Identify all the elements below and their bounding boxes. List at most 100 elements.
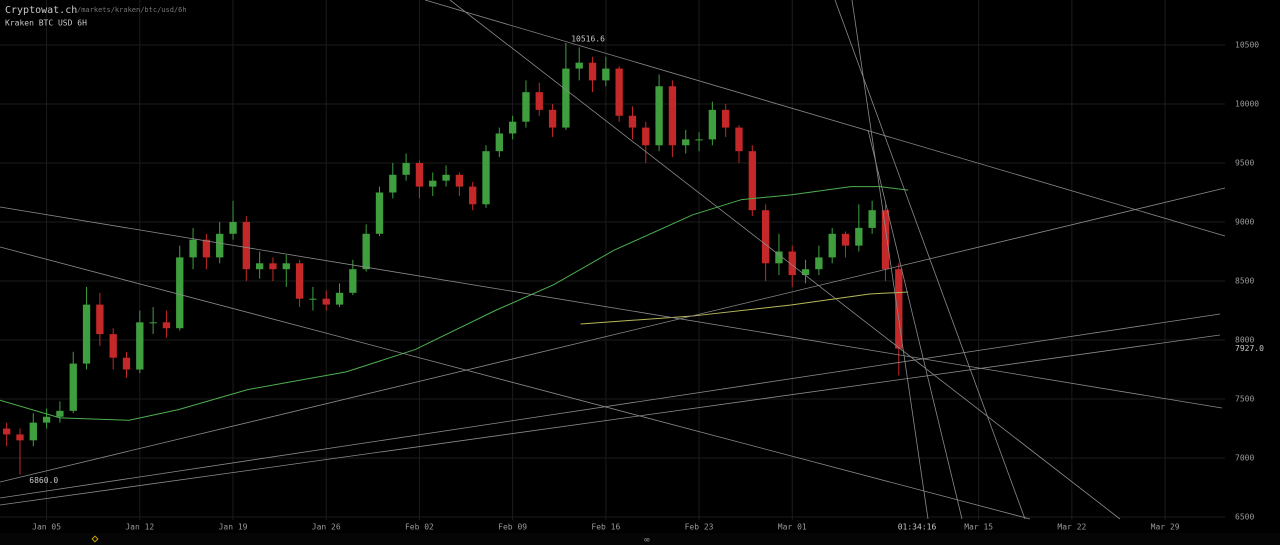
candle-body: [841, 233, 850, 246]
candle-body: [495, 133, 503, 152]
candle-body: [801, 269, 810, 276]
site-title: Cryptowat.ch: [5, 5, 77, 16]
range-icon[interactable]: ∞: [644, 536, 650, 545]
candle-body: [442, 174, 450, 181]
x-tick-label: Jan 26: [312, 523, 341, 532]
candle-body: [29, 422, 37, 441]
candle-body: [69, 363, 77, 411]
candle-body: [269, 263, 277, 270]
candle-body: [748, 151, 756, 211]
grid: [0, 0, 1225, 520]
x-tick-label: Mar 29: [1151, 523, 1180, 532]
candle-body: [588, 62, 597, 81]
x-tick-label: Jan 19: [219, 523, 248, 532]
bottom-bar: [0, 533, 1280, 545]
candle-body: [202, 239, 211, 258]
candle-body: [695, 139, 703, 141]
candle-body: [349, 269, 357, 293]
candle-body: [668, 86, 677, 146]
candle-body: [255, 263, 264, 270]
x-tick-label: Mar 22: [1057, 523, 1086, 532]
high-label: 10516.6: [571, 35, 605, 44]
candle-body: [216, 233, 224, 258]
moving-average: [0, 186, 909, 421]
candle-body: [16, 434, 24, 441]
x-tick-label: Feb 23: [685, 523, 714, 532]
candle-body: [682, 139, 690, 146]
candle-body: [322, 298, 330, 305]
candle-body: [282, 263, 290, 270]
candle-body: [109, 334, 117, 358]
trendline: [424, 0, 1226, 237]
candle-body: [642, 127, 650, 146]
trendline: [449, 0, 1121, 520]
low-label: 6860.0: [29, 476, 58, 485]
candle-body: [895, 269, 903, 349]
y-tick-label: 9500: [1235, 158, 1254, 167]
candle-body: [362, 233, 370, 270]
candle-body: [775, 251, 783, 264]
candle-body: [162, 322, 171, 329]
candle-body: [42, 416, 51, 423]
candle-body: [335, 292, 344, 305]
x-tick-label: Jan 12: [125, 523, 154, 532]
trendline: [867, 129, 963, 520]
trendline: [0, 313, 1221, 499]
candle-body: [402, 162, 410, 175]
candle-body: [548, 109, 557, 128]
trendlines: [0, 0, 1226, 520]
x-tick-label: Mar 01: [778, 523, 807, 532]
candle-body: [735, 127, 743, 152]
time-label: 01:34:16: [898, 523, 937, 532]
candle-body: [708, 109, 717, 140]
trendline: [0, 334, 1221, 506]
x-tick-label: Feb 02: [405, 523, 434, 532]
x-tick-label: Feb 16: [591, 523, 620, 532]
x-tick-label: Feb 09: [498, 523, 527, 532]
trendline: [0, 206, 1223, 409]
candle-body: [881, 210, 890, 270]
market-label: Kraken BTC USD 6H: [5, 19, 87, 28]
moving-average: [580, 291, 909, 325]
candle-body: [375, 192, 384, 234]
y-tick-label: 8500: [1235, 277, 1254, 286]
candle-body: [415, 162, 424, 187]
candle-body: [868, 210, 876, 228]
marker-icon[interactable]: [91, 535, 99, 543]
candle-body: [828, 233, 836, 258]
candle-body: [602, 68, 610, 81]
candle-body: [655, 86, 663, 146]
candle-body: [82, 304, 91, 364]
y-tick-label: 6500: [1235, 513, 1254, 522]
y-tick-label: 8000: [1235, 336, 1254, 345]
candle-body: [122, 357, 131, 370]
candle-body: [761, 210, 770, 264]
candle-body: [815, 257, 823, 270]
y-tick-label: 10500: [1235, 40, 1259, 49]
trendline: [834, 0, 1026, 520]
candle-body: [575, 62, 583, 69]
plot: [0, 43, 909, 475]
candle-body: [2, 428, 11, 435]
candle-body: [96, 304, 104, 335]
candle-body: [295, 263, 304, 299]
candle-body: [482, 151, 490, 205]
trendline: [0, 187, 1226, 483]
y-tick-label: 7000: [1235, 454, 1254, 463]
candle-body: [309, 298, 317, 300]
candle-body: [176, 257, 184, 329]
candle-body: [628, 115, 637, 128]
candle-body: [722, 109, 730, 128]
candle-body: [149, 322, 157, 324]
candle-body: [562, 68, 570, 128]
candle-body: [429, 180, 437, 187]
candle-body: [615, 68, 623, 116]
y-tick-label: 9000: [1235, 217, 1254, 226]
candle-body: [389, 174, 397, 193]
site-url: /markets/kraken/btc/usd/6h: [77, 6, 187, 14]
y-tick-label: 7500: [1235, 395, 1254, 404]
candle-body: [469, 186, 477, 205]
candle-body: [229, 221, 237, 234]
last-price-label: 7927.0: [1235, 344, 1264, 353]
